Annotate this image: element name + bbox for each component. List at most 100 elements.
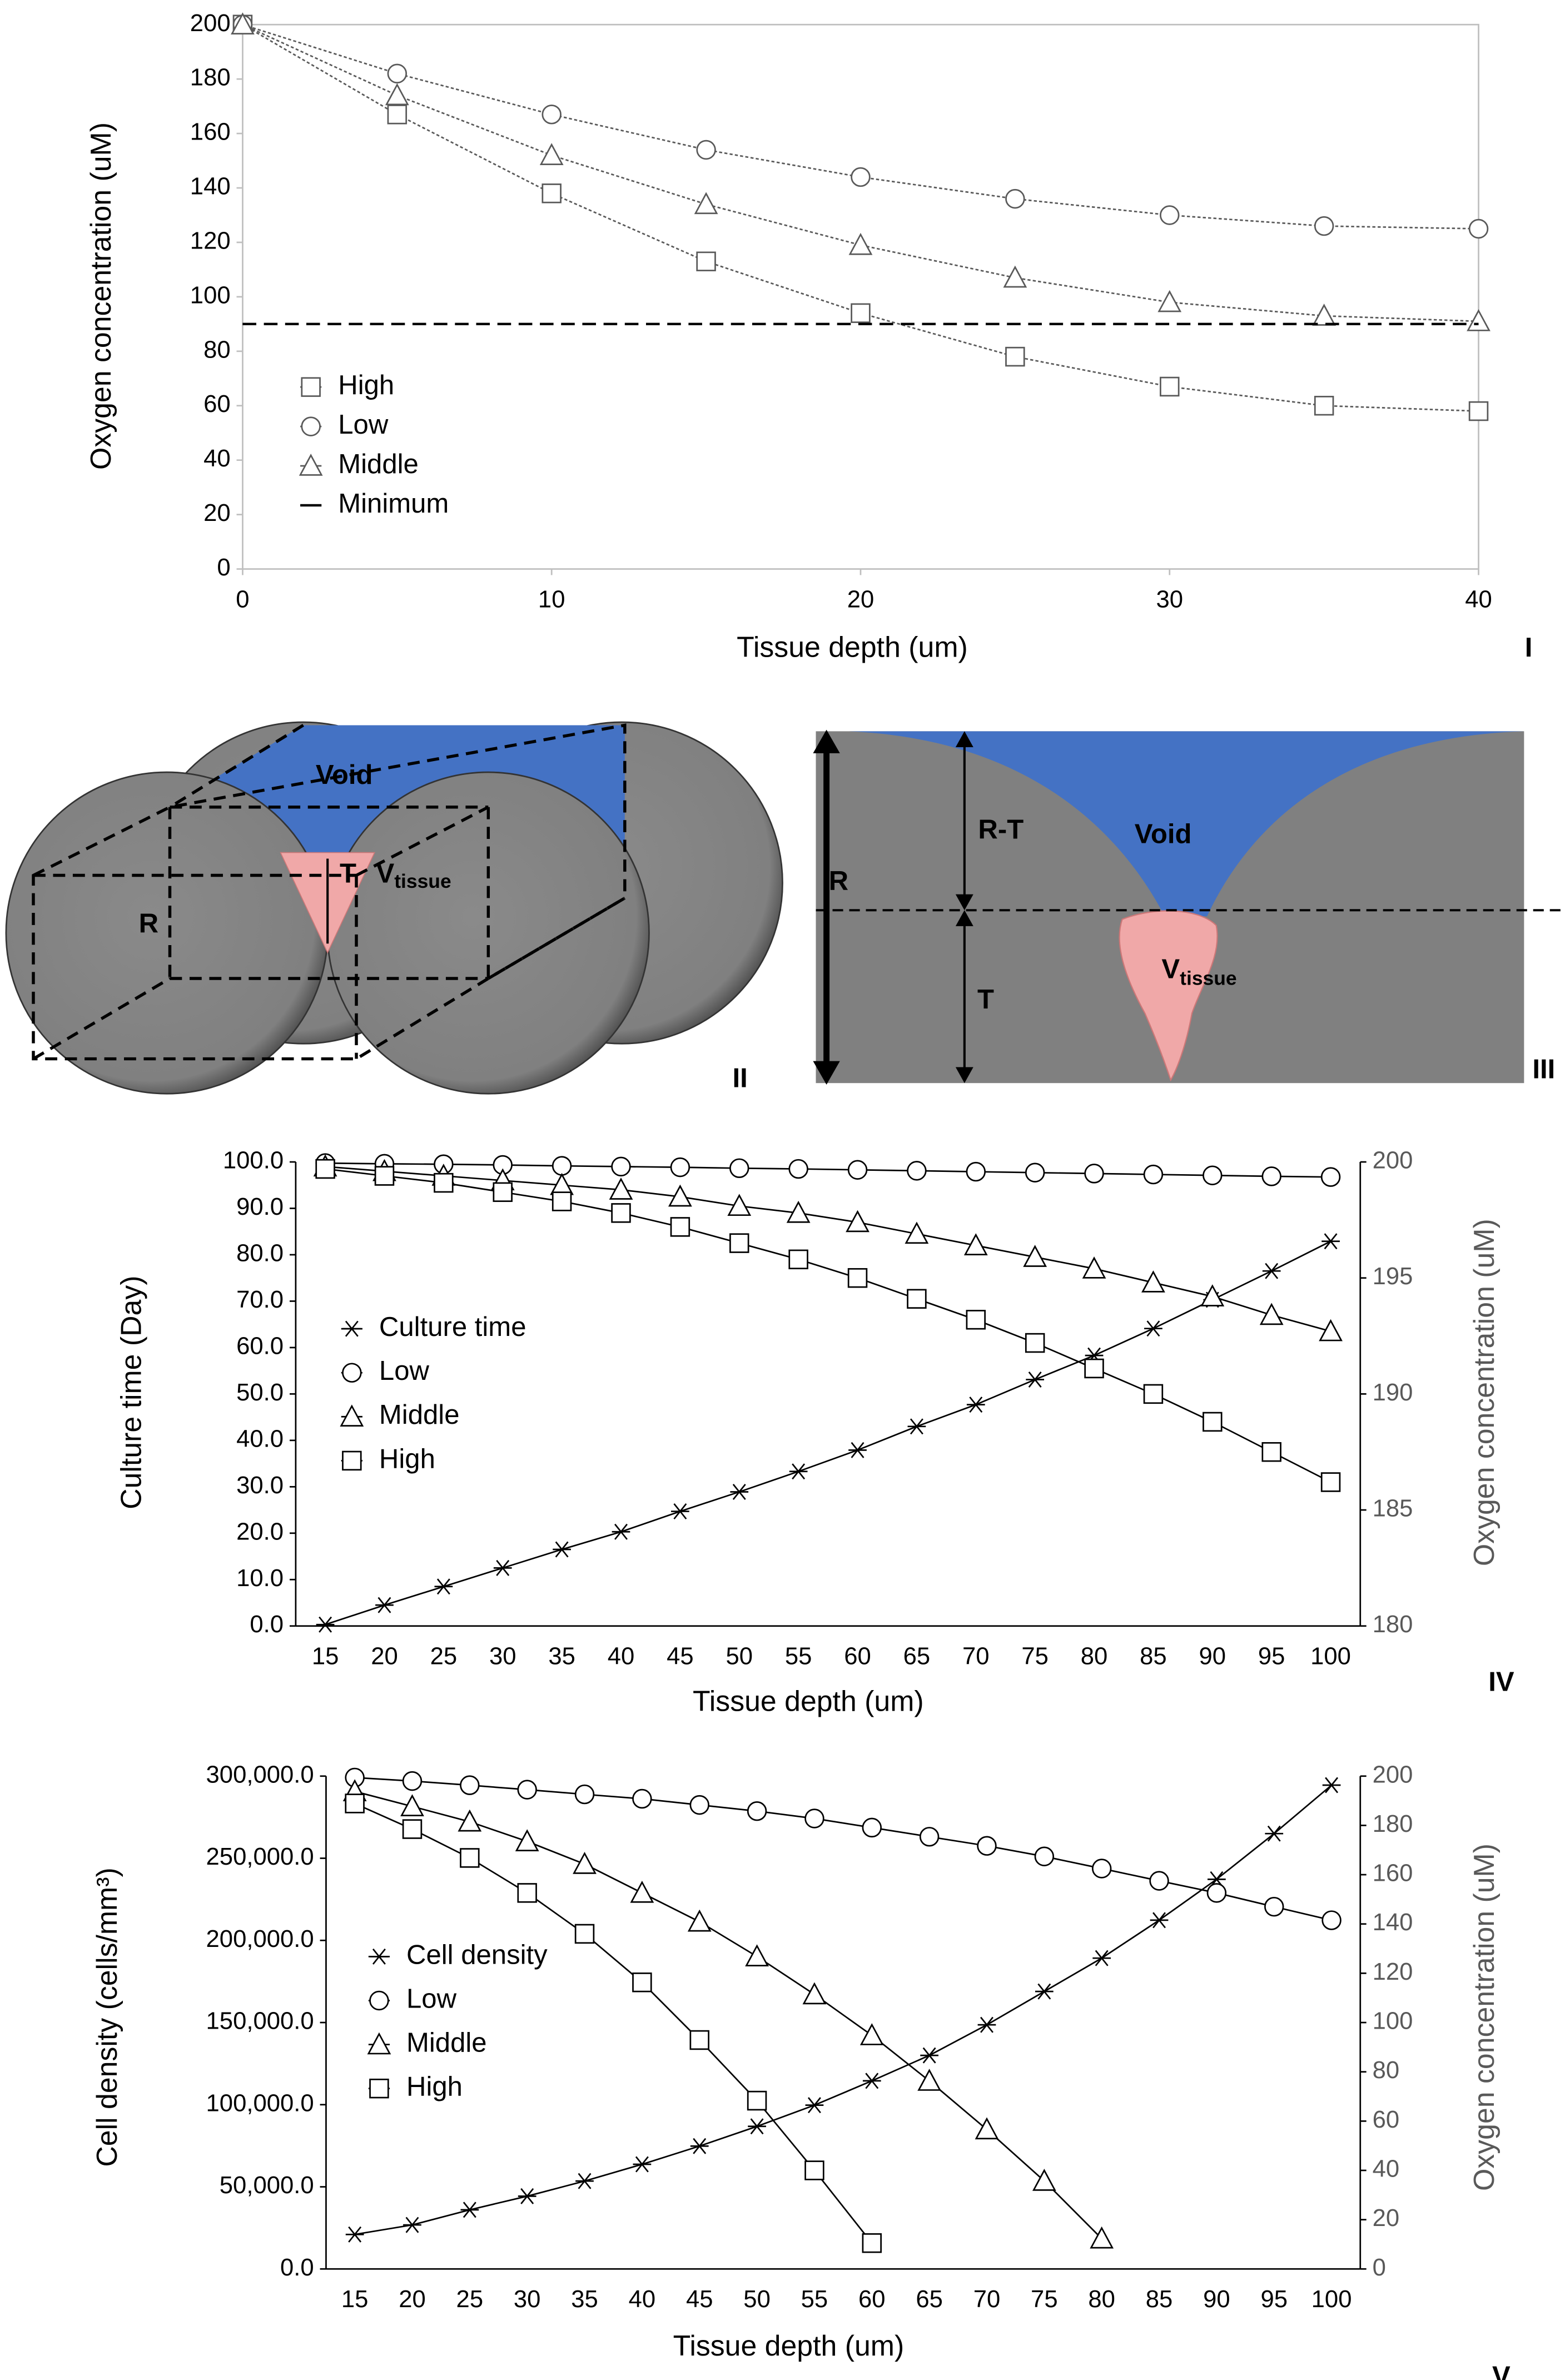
void-region — [849, 731, 1524, 917]
y-tick-label: 40 — [203, 445, 231, 472]
marker — [846, 1210, 870, 1233]
marker — [375, 1597, 394, 1613]
marker — [907, 1161, 927, 1181]
marker — [1264, 1896, 1284, 1917]
marker — [851, 303, 871, 323]
x-tick-label: 85 — [1146, 2285, 1173, 2313]
marker — [963, 1233, 988, 1256]
x-tick-label: 15 — [341, 2285, 369, 2313]
marker — [1143, 1384, 1164, 1404]
marker — [1206, 1883, 1227, 1903]
x-axis-label: Tissue depth (um) — [693, 1685, 924, 1717]
marker — [518, 2188, 536, 2204]
y-tick-label: 70.0 — [236, 1286, 284, 1313]
x-tick-label: 25 — [430, 1643, 458, 1670]
x-tick-label: 70 — [962, 1643, 990, 1670]
marker — [696, 251, 716, 271]
marker — [340, 1404, 364, 1427]
y-tick-label: 20 — [203, 499, 231, 526]
marker — [689, 1795, 709, 1815]
x-tick-label: 85 — [1140, 1643, 1167, 1670]
marker — [345, 1793, 365, 1813]
legend-label: High — [406, 2072, 463, 2102]
marker — [848, 232, 873, 255]
x-tick-label: 30 — [1156, 585, 1183, 613]
y2-axis-label: Oxygen concentration (uM) — [1468, 1219, 1500, 1566]
marker — [367, 2032, 391, 2055]
y2-tick-label: 20 — [1373, 2204, 1400, 2232]
marker — [851, 167, 871, 187]
x-tick-label: 20 — [847, 585, 875, 613]
marker — [301, 377, 321, 397]
marker — [905, 1221, 929, 1244]
marker — [493, 1559, 512, 1576]
y-tick-label: 40.0 — [236, 1425, 284, 1452]
marker — [1468, 218, 1489, 239]
marker — [611, 1203, 631, 1223]
marker — [668, 1184, 692, 1207]
marker — [374, 1166, 395, 1186]
marker — [612, 1523, 630, 1540]
y-tick-label: 30.0 — [236, 1472, 284, 1499]
legend-label: Minimum — [338, 489, 449, 519]
v-sub: tissue — [394, 870, 451, 892]
marker — [1141, 1270, 1165, 1293]
legend-label: Middle — [338, 449, 419, 479]
marker — [342, 1363, 362, 1383]
marker — [670, 1157, 690, 1177]
marker — [747, 2090, 767, 2111]
marker — [385, 83, 409, 106]
diagram-iii: R-T Void R T Vtissue III — [813, 729, 1565, 1085]
x-tick-label: 30 — [514, 2285, 541, 2313]
marker — [1090, 2226, 1114, 2249]
marker — [805, 2097, 824, 2114]
y2-tick-label: 60 — [1373, 2106, 1400, 2133]
y-tick-label: 50.0 — [236, 1379, 284, 1406]
x-tick-label: 65 — [916, 2285, 943, 2313]
y2-tick-label: 180 — [1373, 1810, 1413, 1837]
void-label: Void — [1135, 819, 1192, 849]
y2-tick-label: 100 — [1373, 2008, 1413, 2035]
marker — [804, 2160, 824, 2180]
y-tick-label: 300,000.0 — [206, 1761, 314, 1788]
x-tick-label: 60 — [844, 1643, 871, 1670]
y-tick-label: 200 — [190, 9, 231, 37]
y-tick-label: 100 — [190, 281, 231, 309]
marker — [1160, 205, 1180, 225]
y-tick-label: 100.0 — [223, 1147, 284, 1174]
x-tick-label: 70 — [973, 2285, 1001, 2313]
marker — [434, 1578, 453, 1595]
panel-label: V — [1492, 2362, 1511, 2380]
marker — [1160, 376, 1180, 397]
legend-label: Low — [379, 1356, 430, 1386]
x-tick-label: 75 — [1031, 2285, 1058, 2313]
marker — [975, 2117, 999, 2140]
y-axis-label: Cell density (cells/mm³) — [91, 1867, 123, 2167]
marker — [539, 143, 564, 166]
marker — [786, 1200, 811, 1223]
x-tick-label: 35 — [548, 1643, 575, 1670]
x-tick-label: 55 — [785, 1643, 812, 1670]
y-tick-label: 250,000.0 — [206, 1843, 314, 1870]
y-tick-label: 20.0 — [236, 1518, 284, 1545]
legend-label: Culture time — [379, 1312, 526, 1342]
y2-tick-label: 180 — [1373, 1611, 1413, 1638]
x-axis-label: Tissue depth (um) — [673, 2329, 905, 2362]
y-tick-label: 0.0 — [280, 2254, 314, 2281]
series-line — [354, 1784, 1332, 2235]
x-tick-label: 35 — [571, 2285, 598, 2313]
y-tick-label: 60.0 — [236, 1332, 284, 1359]
box-outline — [32, 723, 627, 1061]
x-tick-label: 45 — [667, 1643, 694, 1670]
marker — [434, 1172, 454, 1193]
legend-label: High — [379, 1444, 435, 1474]
marker — [848, 1442, 867, 1458]
marker — [633, 2156, 652, 2173]
marker — [919, 1827, 940, 1847]
marker — [730, 1484, 749, 1500]
marker — [788, 1159, 808, 1179]
r-label: R — [139, 908, 158, 938]
x-tick-label: 20 — [399, 2285, 426, 2313]
marker — [573, 1852, 597, 1874]
